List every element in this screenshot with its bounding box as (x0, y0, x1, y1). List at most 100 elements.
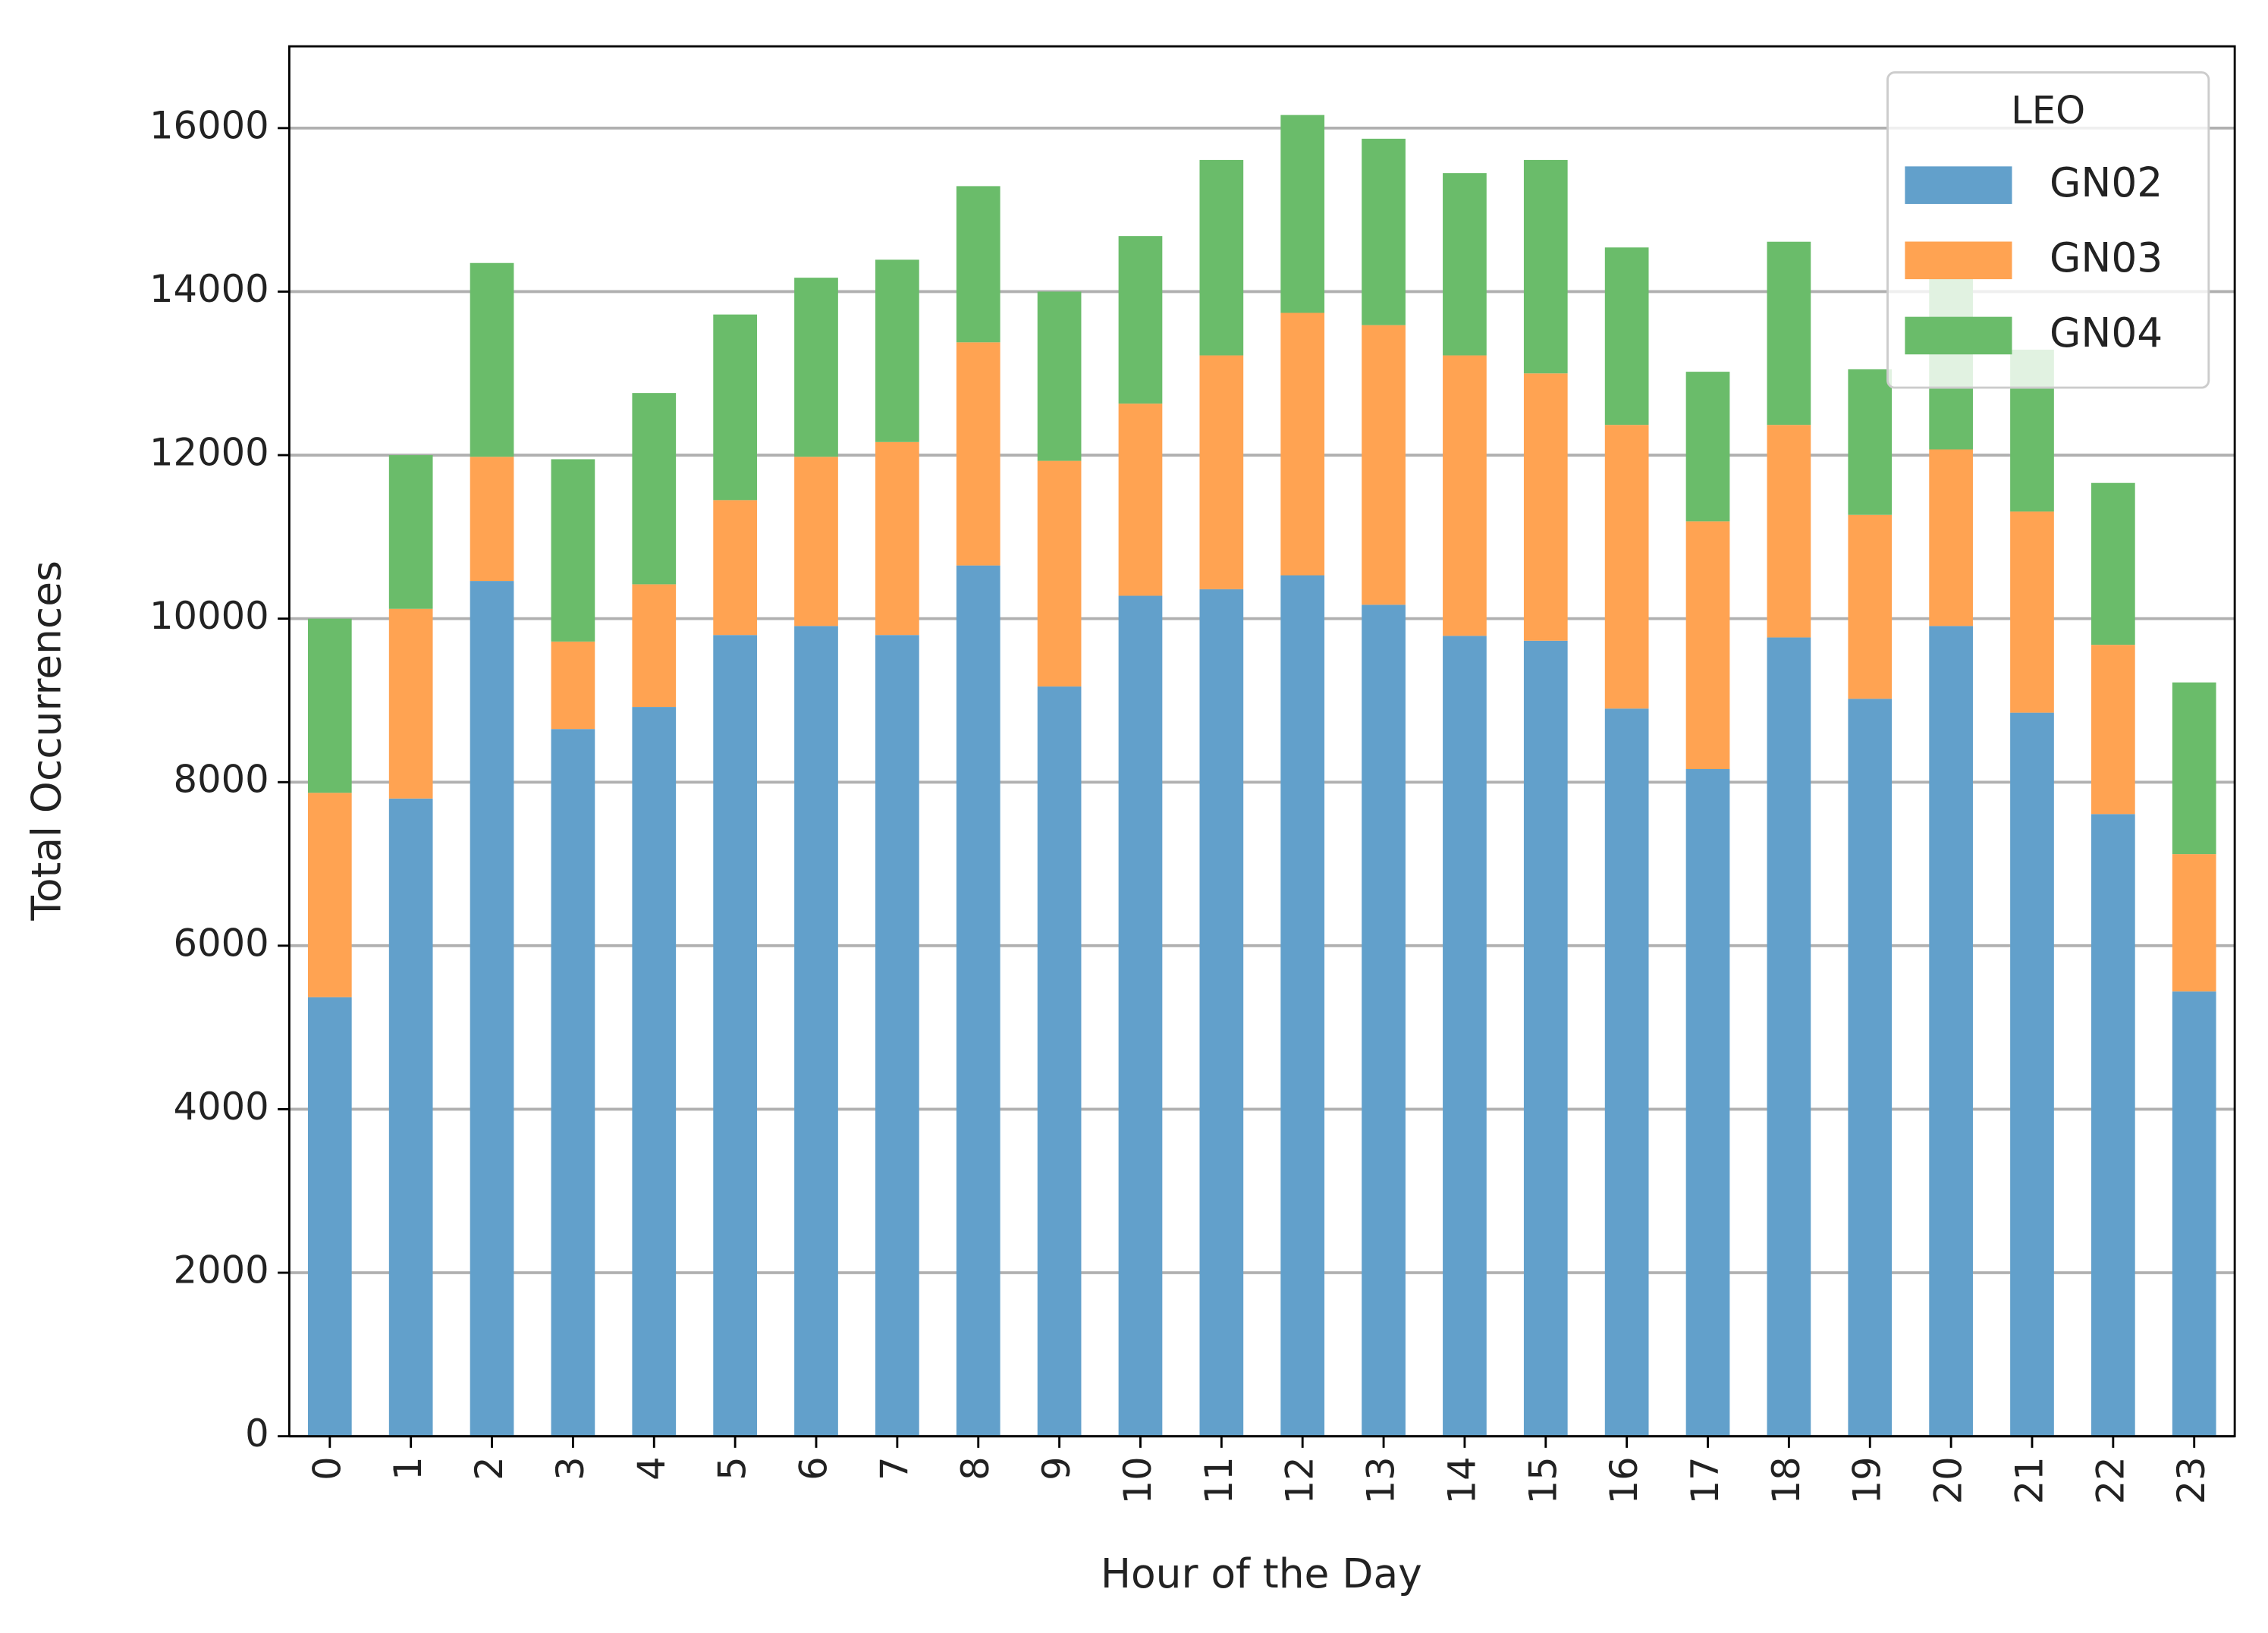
bar-segment (1037, 460, 1082, 687)
y-tick-label: 4000 (174, 1085, 269, 1129)
bar-segment (2010, 712, 2054, 1437)
x-tick-label: 4 (630, 1456, 674, 1481)
bar-segment (713, 635, 757, 1437)
bar-segment (794, 278, 838, 457)
y-tick-label: 0 (245, 1412, 269, 1456)
legend-swatch (1905, 166, 2012, 204)
bar-segment (632, 393, 677, 585)
bar-segment (307, 618, 352, 793)
x-tick-label: 3 (548, 1456, 592, 1481)
x-tick-label: 6 (792, 1456, 836, 1481)
legend: LEO GN02 GN03 GN04 (1886, 71, 2210, 389)
bar-segment (1523, 159, 1568, 374)
legend-label: GN03 (2050, 234, 2163, 281)
bar-segment (956, 186, 1000, 343)
x-tick-label: 19 (1845, 1456, 1889, 1504)
x-tick-label: 23 (2169, 1456, 2213, 1504)
bar-segment (1362, 138, 1406, 325)
legend-box (1886, 71, 2210, 389)
y-tick-label: 14000 (149, 267, 269, 311)
x-tick-label: 18 (1764, 1456, 1808, 1504)
bar-segment (1685, 521, 1730, 769)
bar-segment (1280, 312, 1325, 576)
bar-segment (1929, 449, 1973, 627)
bar-segment (1523, 373, 1568, 641)
y-tick-label: 16000 (149, 103, 269, 147)
bar-segment (1685, 768, 1730, 1437)
bar-segment (1118, 404, 1163, 596)
bar-segment (875, 259, 919, 442)
x-tick-label: 7 (872, 1456, 916, 1481)
bar-segment (2010, 511, 2054, 713)
bar-segment (1443, 636, 1487, 1437)
bar-segment (551, 641, 595, 730)
bar-segment (2091, 645, 2135, 815)
bar-segment (1199, 589, 1244, 1437)
bar-segment (1848, 369, 1893, 515)
bar-segment (1118, 595, 1163, 1437)
y-tick-label: 8000 (174, 758, 269, 802)
bar-segment (1199, 355, 1244, 589)
bar-segment (388, 798, 433, 1437)
x-tick-label: 22 (2088, 1456, 2132, 1504)
bar-segment (1523, 640, 1568, 1437)
legend-swatch (1905, 241, 2012, 280)
bar-segment (1848, 514, 1893, 699)
y-tick-label: 12000 (149, 431, 269, 475)
bar-segment (551, 459, 595, 642)
bar-segment (470, 457, 514, 582)
x-tick-label: 9 (1035, 1456, 1079, 1481)
legend-label: GN02 (2050, 159, 2163, 206)
bar-segment (875, 635, 919, 1437)
legend-title: LEO (2011, 88, 2085, 132)
bar-segment (1604, 708, 1649, 1437)
y-tick-label: 2000 (174, 1248, 269, 1292)
x-tick-label: 11 (1197, 1456, 1241, 1504)
x-tick-label: 15 (1521, 1456, 1565, 1504)
bar-segment (1037, 686, 1082, 1437)
bar-segment (875, 441, 919, 636)
bar-segment (1767, 241, 1811, 426)
bar-segment (1604, 247, 1649, 426)
bar-segment (1199, 159, 1244, 356)
bar-segment (632, 707, 677, 1437)
bar-segment (1280, 575, 1325, 1437)
bar-segment (794, 626, 838, 1437)
bar-segment (2172, 854, 2216, 992)
x-axis-label: Hour of the Day (1101, 1550, 1422, 1597)
bar-segment (2091, 814, 2135, 1437)
bar-segment (2172, 682, 2216, 855)
x-tick-label: 10 (1116, 1456, 1160, 1504)
bar-segment (307, 793, 352, 997)
x-tick-label: 13 (1359, 1456, 1403, 1504)
bar-segment (1280, 115, 1325, 313)
legend-swatch (1905, 316, 2012, 355)
bar-segment (1848, 699, 1893, 1437)
bar-segment (794, 457, 838, 627)
bar-segment (551, 729, 595, 1437)
bar-segment (307, 997, 352, 1437)
plot-frame (287, 45, 2236, 1438)
x-tick-label: 12 (1278, 1456, 1322, 1504)
bar-segment (1443, 355, 1487, 636)
bar-segment (1929, 626, 1973, 1437)
bar-segment (956, 565, 1000, 1437)
x-tick-label: 20 (1927, 1456, 1971, 1504)
bar-segment (1362, 605, 1406, 1437)
x-tick-label: 0 (305, 1456, 349, 1481)
bar-segment (2091, 482, 2135, 645)
x-tick-label: 16 (1602, 1456, 1646, 1504)
bar-segment (1604, 425, 1649, 709)
bar-segment (2172, 991, 2216, 1437)
x-tick-label: 17 (1683, 1456, 1727, 1504)
bar-segment (956, 342, 1000, 566)
y-axis-label: Total Occurrences (22, 561, 70, 922)
x-tick-label: 5 (711, 1456, 755, 1481)
bar-segment (1685, 372, 1730, 522)
y-tick-label: 6000 (174, 921, 269, 965)
bar-segment (632, 584, 677, 708)
x-tick-label: 2 (467, 1456, 511, 1481)
bar-segment (1037, 291, 1082, 461)
bar-segment (470, 581, 514, 1437)
